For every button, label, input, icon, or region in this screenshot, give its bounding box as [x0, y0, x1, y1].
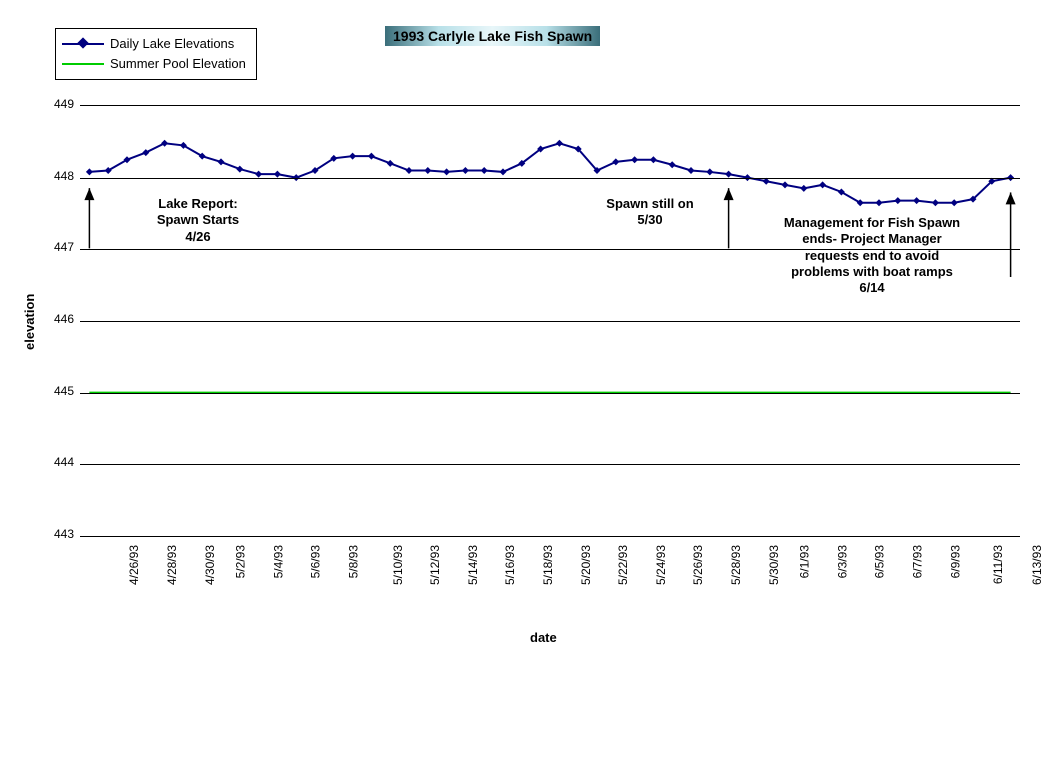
y-tick: 448 — [40, 169, 74, 183]
marker-icon — [706, 168, 713, 175]
marker-icon — [424, 167, 431, 174]
marker-icon — [782, 181, 789, 188]
x-tick: 5/8/93 — [346, 545, 360, 578]
y-tick: 447 — [40, 240, 74, 254]
x-axis-label: date — [530, 630, 557, 645]
x-tick: 5/14/93 — [466, 545, 480, 585]
marker-icon — [387, 160, 394, 167]
marker-icon — [218, 158, 225, 165]
marker-icon — [462, 167, 469, 174]
legend-label: Daily Lake Elevations — [110, 36, 234, 51]
x-tick: 5/2/93 — [234, 545, 248, 578]
x-tick: 5/16/93 — [503, 545, 517, 585]
legend-item-daily: Daily Lake Elevations — [62, 33, 246, 53]
y-tick: 444 — [40, 455, 74, 469]
marker-icon — [951, 199, 958, 206]
marker-icon — [763, 178, 770, 185]
marker-icon — [255, 171, 262, 178]
marker-icon — [368, 153, 375, 160]
x-tick: 6/13/93 — [1030, 545, 1044, 585]
x-tick: 6/5/93 — [873, 545, 887, 578]
annotation: Spawn still on5/30 — [580, 196, 720, 229]
y-tick: 445 — [40, 384, 74, 398]
x-tick: 5/18/93 — [541, 545, 555, 585]
marker-icon — [142, 149, 149, 156]
marker-icon — [349, 153, 356, 160]
legend-label: Summer Pool Elevation — [110, 56, 246, 71]
marker-icon — [932, 199, 939, 206]
marker-icon — [556, 140, 563, 147]
legend-item-summer: Summer Pool Elevation — [62, 53, 246, 73]
x-tick: 5/10/93 — [391, 545, 405, 585]
x-tick: 5/20/93 — [579, 545, 593, 585]
marker-icon — [86, 168, 93, 175]
x-tick: 4/30/93 — [203, 545, 217, 585]
x-tick: 5/26/93 — [691, 545, 705, 585]
annotation: Lake Report:Spawn Starts4/26 — [138, 196, 258, 245]
marker-icon — [406, 167, 413, 174]
marker-icon — [725, 171, 732, 178]
x-tick: 6/7/93 — [910, 545, 924, 578]
marker-icon — [650, 156, 657, 163]
x-tick: 5/22/93 — [616, 545, 630, 585]
x-tick: 5/6/93 — [309, 545, 323, 578]
series-daily — [89, 143, 1010, 202]
x-tick: 5/28/93 — [729, 545, 743, 585]
marker-icon — [913, 197, 920, 204]
x-tick: 4/28/93 — [165, 545, 179, 585]
annotation: Management for Fish Spawnends- Project M… — [752, 215, 992, 296]
marker-icon — [688, 167, 695, 174]
x-tick: 5/24/93 — [654, 545, 668, 585]
x-tick: 4/26/93 — [127, 545, 141, 585]
marker-icon — [236, 166, 243, 173]
marker-icon — [612, 158, 619, 165]
marker-icon — [894, 197, 901, 204]
x-tick: 6/9/93 — [948, 545, 962, 578]
y-axis-label: elevation — [22, 294, 37, 350]
y-tick: 443 — [40, 527, 74, 541]
marker-icon — [800, 185, 807, 192]
x-tick: 5/4/93 — [271, 545, 285, 578]
y-tick: 446 — [40, 312, 74, 326]
x-tick: 5/30/93 — [767, 545, 781, 585]
marker-icon — [161, 140, 168, 147]
marker-icon — [500, 168, 507, 175]
x-tick: 6/11/93 — [991, 545, 1005, 584]
x-tick: 5/12/93 — [428, 545, 442, 585]
chart-title: 1993 Carlyle Lake Fish Spawn — [385, 26, 600, 46]
y-tick: 449 — [40, 97, 74, 111]
legend: Daily Lake Elevations Summer Pool Elevat… — [55, 28, 257, 80]
marker-icon — [876, 199, 883, 206]
x-tick: 6/3/93 — [835, 545, 849, 578]
marker-icon — [481, 167, 488, 174]
marker-icon — [443, 168, 450, 175]
marker-icon — [631, 156, 638, 163]
marker-icon — [819, 181, 826, 188]
marker-icon — [274, 171, 281, 178]
plot-area — [80, 105, 1020, 537]
x-tick: 6/1/93 — [798, 545, 812, 578]
marker-icon — [669, 161, 676, 168]
